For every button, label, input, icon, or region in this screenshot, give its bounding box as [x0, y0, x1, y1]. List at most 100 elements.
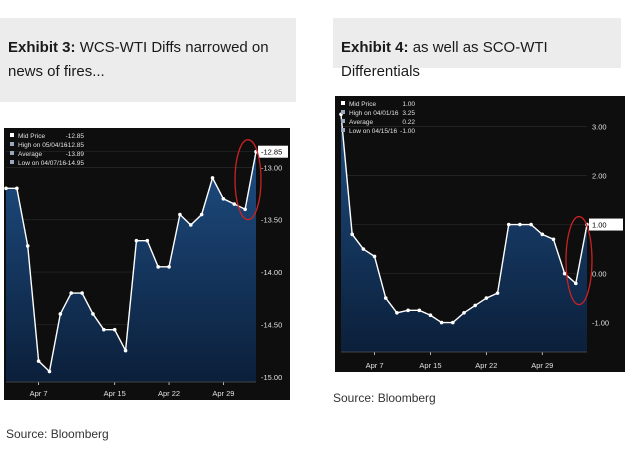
legend-label: Low on 04/15/16: [349, 128, 397, 135]
data-point: [156, 265, 160, 269]
data-point: [199, 212, 204, 217]
data-point: [574, 281, 578, 286]
exhibit-4-label: Exhibit 4:: [341, 39, 409, 56]
exhibit-4-header: Exhibit 4: as well as SCO-WTI Differenti…: [333, 18, 621, 80]
x-tick-label: Apr 15: [419, 361, 441, 370]
data-point: [36, 359, 41, 363]
y-tick-label: -13.50: [261, 216, 282, 225]
data-point: [551, 237, 556, 242]
exhibit-4-chart: 3.00 2.00 1.00 0.00 -1.00 Apr 7 Apr 15 Apr 22 Ap…: [335, 96, 625, 372]
data-point: [518, 222, 522, 227]
legend-label: Mid Price: [349, 101, 376, 108]
legend-value: 0.22: [402, 119, 415, 126]
exhibit-3-label: Exhibit 3:: [8, 39, 76, 56]
x-tick-label: Apr 22: [475, 361, 497, 370]
legend-value: -13.89: [66, 151, 85, 158]
exhibit-4-source: Source: Bloomberg: [333, 391, 436, 405]
legend-value: 3.25: [402, 110, 415, 117]
series-line: [6, 151, 257, 373]
exhibit-3-title: WCS-WTI Diffs narrowed on news of fires.…: [8, 39, 269, 80]
data-point: [91, 312, 95, 316]
data-point: [134, 238, 139, 243]
data-point: [221, 197, 226, 201]
x-tick-label: Apr 22: [158, 389, 180, 398]
legend-label: Low on 04/07/16: [18, 160, 66, 167]
y-tick-label: -13.00: [261, 163, 282, 172]
legend-marker: [10, 142, 14, 146]
data-point: [361, 247, 366, 251]
last-value-box: [258, 145, 288, 158]
data-point: [428, 313, 433, 318]
y-tick-label: 2.00: [592, 172, 607, 181]
y-tick-label: -14.00: [261, 268, 282, 277]
data-point: [372, 254, 377, 259]
data-point: [69, 291, 74, 295]
area-fill: [341, 114, 587, 352]
x-tick-label: Apr 7: [366, 361, 384, 370]
exhibit-3-header: Exhibit 3: WCS-WTI Diffs narrowed on new…: [0, 18, 296, 102]
x-tick-label: Apr 29: [212, 389, 234, 398]
y-tick-label: -1.00: [592, 319, 609, 328]
last-value-label: 1.00: [592, 221, 607, 230]
legend-marker: [10, 151, 14, 155]
data-point: [529, 222, 533, 227]
data-point: [232, 202, 237, 206]
x-tick-label: Apr 7: [30, 389, 48, 398]
data-point: [188, 223, 193, 227]
data-point: [58, 312, 63, 316]
y-tick-label: -14.50: [261, 320, 282, 329]
legend-label: Average: [349, 119, 373, 126]
area-fill: [6, 151, 256, 382]
highlight-circle: [234, 139, 262, 221]
data-point: [4, 186, 8, 191]
data-point: [495, 291, 500, 295]
data-point: [47, 369, 52, 374]
x-tick-label: Apr 29: [531, 361, 553, 370]
data-point: [439, 320, 444, 325]
legend-marker: [341, 119, 345, 123]
data-point: [406, 308, 410, 313]
data-point: [562, 271, 567, 276]
legend-marker: [341, 110, 345, 114]
y-tick-label: -15.00: [261, 373, 282, 382]
last-value-label: -12.85: [261, 148, 282, 157]
data-point: [25, 244, 30, 248]
data-point: [506, 222, 511, 227]
legend-value: -12.85: [66, 142, 85, 149]
last-value-box: [589, 218, 623, 231]
data-point: [243, 207, 247, 212]
data-point: [210, 176, 215, 180]
legend-label: Mid Price: [18, 133, 45, 140]
x-tick-label: Apr 15: [104, 389, 126, 398]
data-point: [178, 212, 182, 217]
data-point: [123, 348, 128, 353]
data-point: [15, 186, 19, 191]
data-point: [145, 238, 150, 243]
legend-marker: [341, 101, 345, 105]
exhibit-4-title: as well as SCO-WTI Differentials: [341, 39, 548, 80]
data-point: [473, 303, 477, 308]
legend-label: Average: [18, 151, 42, 158]
data-point: [80, 291, 84, 295]
legend-value: -14.95: [66, 160, 85, 167]
y-tick-label: 3.00: [592, 123, 607, 132]
data-point: [350, 232, 354, 237]
data-point: [451, 320, 455, 325]
legend-value: -1.00: [400, 128, 415, 135]
highlight-circle: [565, 215, 593, 306]
data-point: [167, 265, 171, 269]
data-point: [383, 296, 388, 300]
legend-marker: [10, 160, 14, 164]
legend-label: High on 05/04/16: [18, 142, 68, 149]
exhibit-3-source: Source: Bloomberg: [6, 427, 109, 441]
exhibit-3-chart: -12.85 -13.00 -13.50 -14.00 -14.50 -15.00 Apr …: [4, 128, 290, 400]
y-tick-label: 0.00: [592, 270, 607, 279]
data-point: [417, 308, 422, 313]
legend-value: 1.00: [402, 101, 415, 108]
data-point: [112, 327, 117, 332]
data-point: [102, 327, 106, 332]
legend-value: -12.85: [66, 133, 85, 140]
legend-marker: [10, 133, 14, 137]
legend-label: High on 04/01/16: [349, 110, 399, 117]
data-point: [395, 310, 399, 315]
